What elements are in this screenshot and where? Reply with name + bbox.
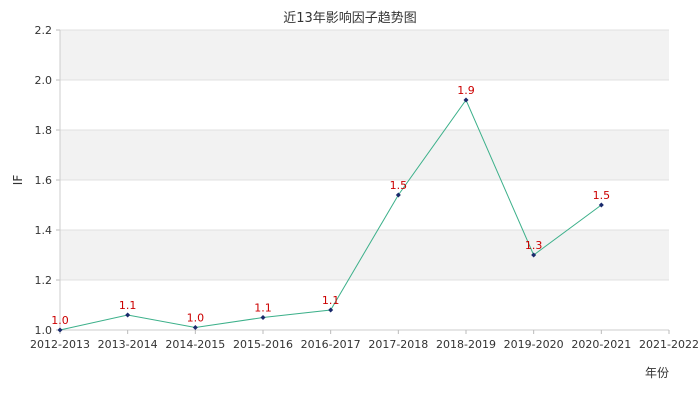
x-tick-label: 2018-2019 bbox=[436, 338, 496, 351]
chart-title: 近13年影响因子趋势图 bbox=[283, 10, 417, 26]
grid-band bbox=[60, 30, 669, 80]
y-axis-label: IF bbox=[11, 175, 25, 186]
x-tick-label: 2013-2014 bbox=[98, 338, 158, 351]
data-label: 1.1 bbox=[119, 299, 137, 312]
grid-band bbox=[60, 80, 669, 130]
grid-band bbox=[60, 130, 669, 180]
x-tick-label: 2021-2022 bbox=[639, 338, 699, 351]
x-tick-label: 2014-2015 bbox=[165, 338, 225, 351]
data-point bbox=[463, 97, 469, 103]
data-label: 1.5 bbox=[390, 179, 408, 192]
data-point bbox=[395, 192, 401, 198]
grid-band bbox=[60, 180, 669, 230]
data-point bbox=[598, 202, 604, 208]
grid-band bbox=[60, 230, 669, 280]
series-group bbox=[57, 97, 604, 333]
data-label: 1.0 bbox=[51, 314, 69, 327]
y-tick-label: 2.0 bbox=[35, 74, 53, 87]
data-point bbox=[328, 307, 334, 313]
data-point bbox=[125, 312, 131, 318]
x-tick-label: 2019-2020 bbox=[504, 338, 564, 351]
x-axis-label: 年份 bbox=[645, 366, 669, 380]
y-tick-label: 2.2 bbox=[35, 24, 53, 37]
data-label: 1.9 bbox=[457, 84, 475, 97]
x-tick-label: 2015-2016 bbox=[233, 338, 293, 351]
x-axis: 2012-2013 2013-2014 2014-2015 2015-2016 2016… bbox=[30, 329, 699, 351]
data-point bbox=[260, 315, 266, 320]
y-tick-label: 1.4 bbox=[35, 224, 53, 237]
data-point bbox=[192, 325, 198, 330]
data-point bbox=[57, 327, 63, 333]
grid-band bbox=[60, 280, 669, 330]
x-tick-label: 2016-2017 bbox=[301, 338, 361, 351]
data-label: 1.1 bbox=[322, 294, 340, 307]
x-tick-label: 2017-2018 bbox=[368, 338, 428, 351]
data-point bbox=[531, 252, 537, 258]
data-label: 1.3 bbox=[525, 239, 543, 252]
grid-bands bbox=[60, 30, 669, 330]
data-label: 1.1 bbox=[254, 302, 272, 315]
y-tick-label: 1.0 bbox=[35, 324, 53, 337]
data-label: 1.0 bbox=[187, 312, 205, 325]
y-axis: 1.0 1.2 1.4 1.6 1.8 2.0 2.2 bbox=[35, 24, 61, 337]
x-tick-label: 2012-2013 bbox=[30, 338, 90, 351]
y-tick-label: 1.8 bbox=[35, 124, 53, 137]
data-labels: 1.0 1.1 1.0 1.1 1.1 1.5 1.9 1.3 1.5 bbox=[51, 84, 610, 327]
x-tick-label: 2020-2021 bbox=[571, 338, 631, 351]
y-tick-label: 1.2 bbox=[35, 274, 53, 287]
data-label: 1.5 bbox=[593, 189, 611, 202]
y-tick-label: 1.6 bbox=[35, 174, 53, 187]
